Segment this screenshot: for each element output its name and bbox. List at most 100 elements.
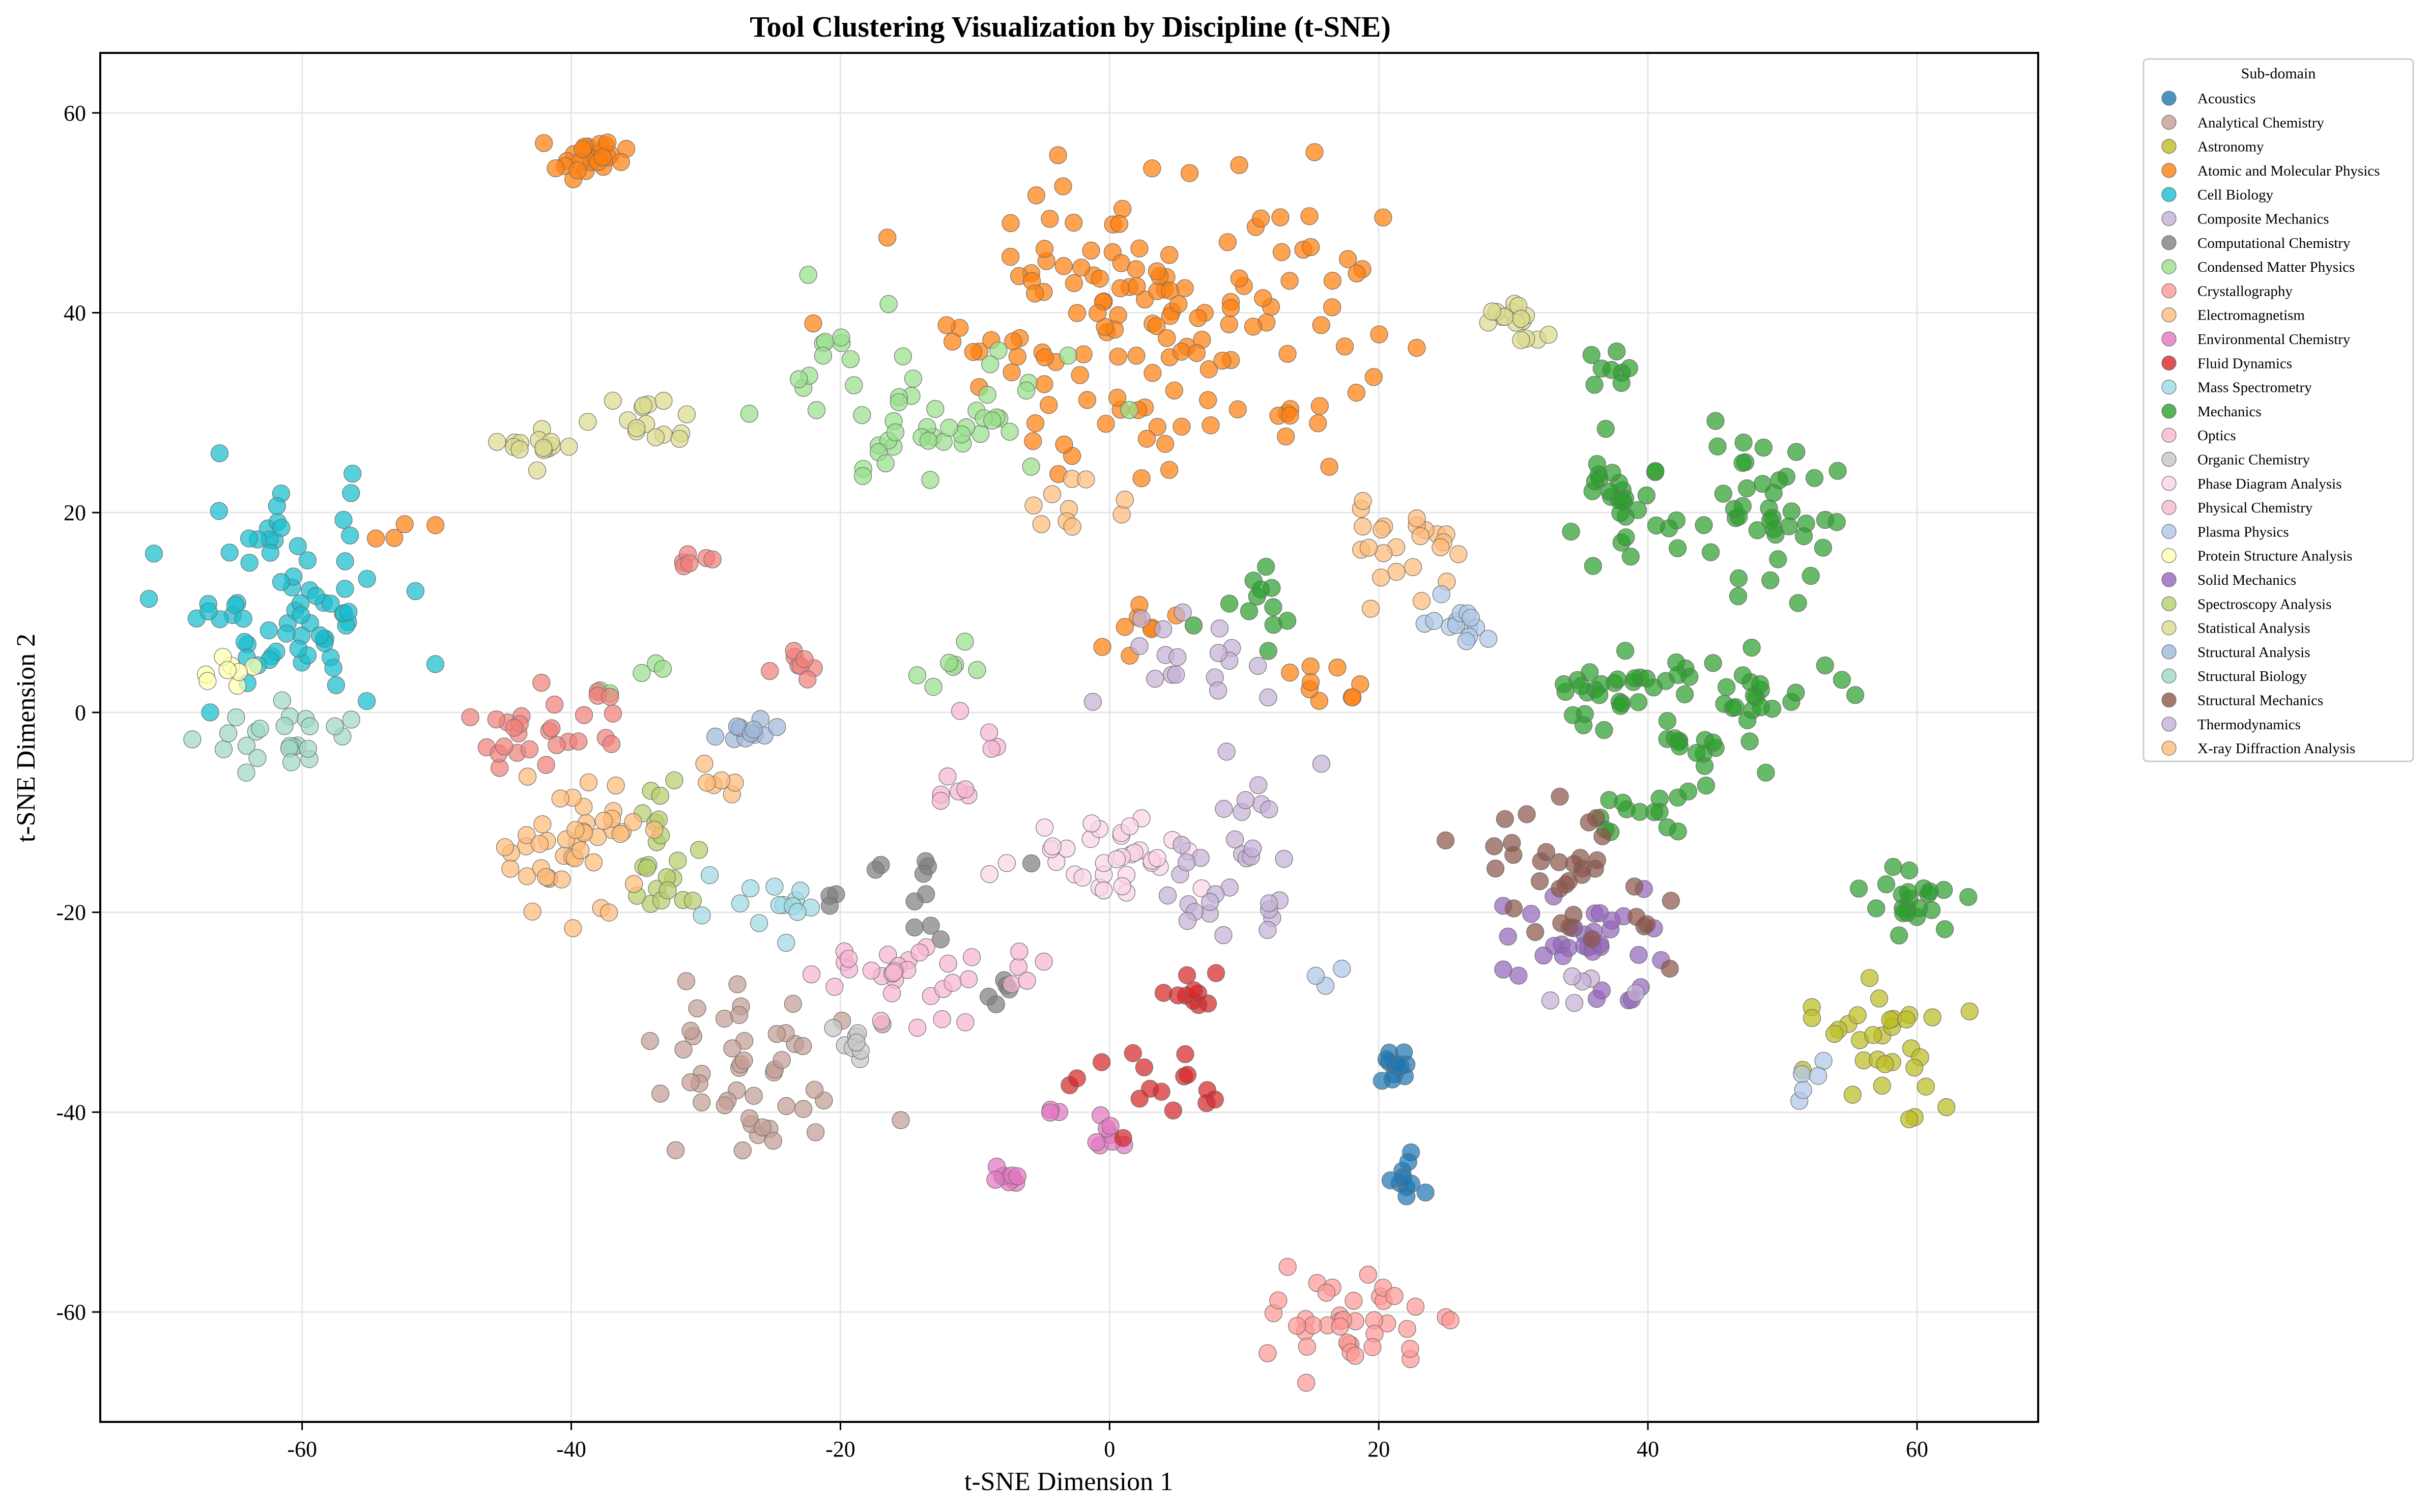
y-tick-label: 20 — [64, 500, 86, 525]
point-x-ray-diffraction-analysis — [566, 821, 585, 839]
point-crystallography — [569, 732, 588, 751]
point-atomic-and-molecular-physics — [1218, 233, 1237, 251]
point-fluid-dynamics — [1152, 1082, 1170, 1101]
point-optics — [879, 946, 897, 964]
point-atomic-and-molecular-physics — [1364, 368, 1383, 386]
point-statistical-analysis — [1512, 331, 1530, 349]
point-fluid-dynamics — [1164, 1101, 1182, 1120]
point-condensed-matter-physics — [790, 370, 808, 388]
legend-marker — [2161, 596, 2177, 611]
point-condensed-matter-physics — [919, 432, 938, 450]
point-atomic-and-molecular-physics — [1278, 345, 1297, 363]
point-atomic-and-molecular-physics — [1305, 143, 1324, 161]
point-plasma-physics — [1479, 630, 1498, 648]
point-mechanics — [1921, 882, 1939, 901]
point-mechanics — [1278, 612, 1297, 630]
point-analytical-chemistry — [728, 975, 747, 993]
point-composite-mechanics — [1209, 681, 1227, 700]
point-mechanics — [1704, 733, 1722, 752]
point-analytical-chemistry — [688, 999, 706, 1018]
point-atomic-and-molecular-physics — [1199, 360, 1218, 379]
point-composite-mechanics — [1174, 603, 1192, 622]
point-atomic-and-molecular-physics — [1002, 214, 1020, 232]
point-mechanics — [1900, 861, 1919, 880]
point-structural-analysis — [745, 720, 763, 739]
legend-marker — [2161, 644, 2177, 660]
point-analytical-chemistry — [735, 1051, 753, 1070]
point-mechanics — [1697, 776, 1716, 795]
point-structural-mechanics — [1625, 877, 1644, 896]
point-mechanics — [1582, 346, 1601, 364]
point-thermodynamics — [1244, 839, 1262, 858]
point-atomic-and-molecular-physics — [1370, 325, 1388, 344]
point-mass-spectrometry — [765, 877, 784, 896]
point-optics — [908, 1018, 927, 1037]
legend-label: Organic Chemistry — [2197, 452, 2310, 468]
point-atomic-and-molecular-physics — [1301, 673, 1320, 692]
point-cell-biology — [341, 526, 359, 545]
point-atomic-and-molecular-physics — [1109, 348, 1127, 366]
x-axis-label: t-SNE Dimension 1 — [964, 1467, 1173, 1496]
point-solid-mechanics — [1534, 946, 1553, 965]
point-analytical-chemistry — [651, 1085, 670, 1103]
legend-marker — [2161, 451, 2177, 467]
y-tick-label: 40 — [64, 301, 86, 326]
point-atomic-and-molecular-physics — [1169, 295, 1188, 313]
point-crystallography — [602, 735, 621, 753]
point-mechanics — [1595, 721, 1613, 739]
point-astronomy — [1848, 1006, 1867, 1024]
legend-label: Structural Biology — [2197, 668, 2307, 684]
point-plasma-physics — [1432, 585, 1450, 604]
point-mechanics — [1562, 523, 1580, 541]
point-cell-biology — [226, 596, 244, 614]
point-mechanics — [1251, 580, 1270, 598]
point-atomic-and-molecular-physics — [1091, 269, 1109, 288]
point-electromagnetism — [1411, 527, 1430, 546]
point-condensed-matter-physics — [879, 295, 898, 313]
point-astronomy — [1870, 989, 1889, 1008]
point-mechanics — [1259, 642, 1277, 660]
legend-title: Sub-domain — [2241, 65, 2316, 82]
point-cell-biology — [235, 633, 254, 651]
legend-label: Electromagnetism — [2197, 307, 2305, 324]
point-analytical-chemistry — [733, 1141, 752, 1159]
point-physical-chemistry — [840, 950, 858, 968]
point-atomic-and-molecular-physics — [1272, 243, 1291, 261]
point-astronomy — [1873, 1076, 1891, 1095]
point-astronomy — [1900, 1110, 1919, 1128]
point-structural-mechanics — [1565, 854, 1583, 873]
point-composite-mechanics — [1083, 693, 1102, 711]
point-atomic-and-molecular-physics — [1280, 272, 1299, 290]
point-atomic-and-molecular-physics — [1027, 186, 1046, 205]
point-analytical-chemistry — [773, 1051, 791, 1069]
point-electromagnetism — [1116, 491, 1134, 509]
legend-marker — [2161, 187, 2177, 202]
point-analytical-chemistry — [753, 1118, 772, 1136]
point-phase-diagram-analysis — [1095, 881, 1113, 900]
point-analytical-chemistry — [716, 1096, 734, 1115]
legend-marker — [2161, 668, 2177, 683]
point-cell-biology — [272, 573, 291, 591]
point-statistical-analysis — [1539, 326, 1558, 344]
legend-label: Astronomy — [2197, 139, 2264, 155]
point-x-ray-diffraction-analysis — [523, 902, 541, 921]
point-atomic-and-molecular-physics — [1160, 461, 1179, 479]
point-mechanics — [1616, 642, 1635, 660]
point-condensed-matter-physics — [740, 405, 759, 423]
point-electromagnetism — [1387, 562, 1406, 581]
point-mechanics — [1742, 638, 1761, 657]
point-crystallography — [1269, 1291, 1288, 1309]
point-mechanics — [1738, 479, 1756, 498]
point-structural-biology — [299, 739, 317, 758]
point-atomic-and-molecular-physics — [1165, 381, 1183, 400]
point-atomic-and-molecular-physics — [964, 343, 983, 361]
point-crystallography — [761, 662, 779, 680]
point-thermodynamics — [1173, 836, 1191, 854]
legend-marker — [2161, 139, 2177, 154]
legend-marker — [2161, 500, 2177, 515]
point-x-ray-diffraction-analysis — [695, 754, 713, 773]
point-analytical-chemistry — [794, 1100, 813, 1118]
point-x-ray-diffraction-analysis — [611, 824, 630, 843]
point-atomic-and-molecular-physics — [1220, 315, 1238, 333]
point-atomic-and-molecular-physics — [1320, 458, 1338, 476]
